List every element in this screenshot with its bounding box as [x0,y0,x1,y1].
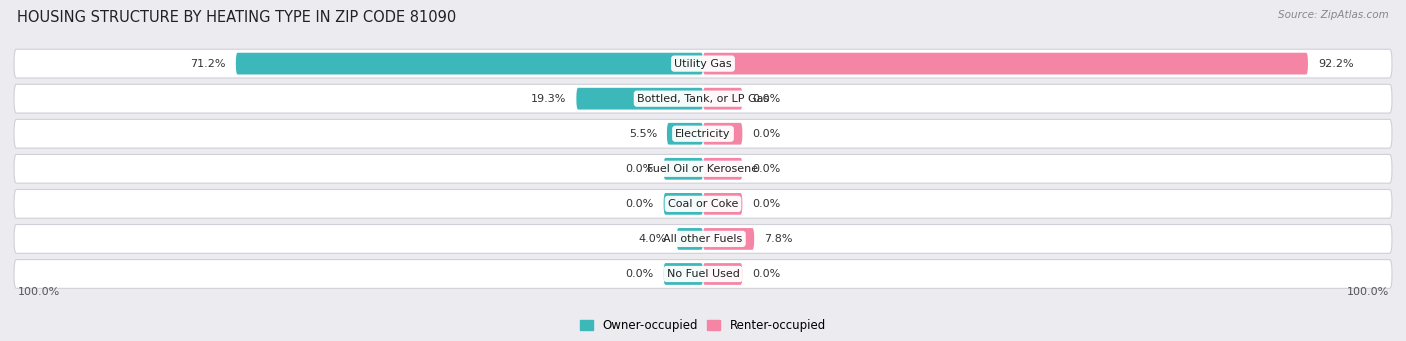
Text: 0.0%: 0.0% [626,199,654,209]
Text: Fuel Oil or Kerosene: Fuel Oil or Kerosene [647,164,759,174]
Text: No Fuel Used: No Fuel Used [666,269,740,279]
Text: 0.0%: 0.0% [752,164,780,174]
FancyBboxPatch shape [664,263,703,285]
Text: Utility Gas: Utility Gas [675,59,731,69]
Text: 100.0%: 100.0% [17,287,59,297]
Legend: Owner-occupied, Renter-occupied: Owner-occupied, Renter-occupied [579,319,827,332]
Text: 19.3%: 19.3% [531,94,567,104]
FancyBboxPatch shape [14,190,1392,218]
FancyBboxPatch shape [703,88,742,109]
FancyBboxPatch shape [14,84,1392,113]
Text: 7.8%: 7.8% [763,234,793,244]
Text: Source: ZipAtlas.com: Source: ZipAtlas.com [1278,10,1389,20]
FancyBboxPatch shape [703,53,1308,74]
FancyBboxPatch shape [666,123,703,145]
FancyBboxPatch shape [14,224,1392,253]
Text: 0.0%: 0.0% [626,269,654,279]
FancyBboxPatch shape [236,53,703,74]
Text: All other Fuels: All other Fuels [664,234,742,244]
Text: 0.0%: 0.0% [752,94,780,104]
FancyBboxPatch shape [703,123,742,145]
Text: 0.0%: 0.0% [752,199,780,209]
Text: HOUSING STRUCTURE BY HEATING TYPE IN ZIP CODE 81090: HOUSING STRUCTURE BY HEATING TYPE IN ZIP… [17,10,456,25]
FancyBboxPatch shape [703,193,742,215]
Text: 4.0%: 4.0% [638,234,666,244]
Text: 0.0%: 0.0% [752,129,780,139]
FancyBboxPatch shape [703,263,742,285]
Text: Bottled, Tank, or LP Gas: Bottled, Tank, or LP Gas [637,94,769,104]
FancyBboxPatch shape [14,154,1392,183]
Text: 0.0%: 0.0% [752,269,780,279]
FancyBboxPatch shape [703,158,742,180]
FancyBboxPatch shape [664,193,703,215]
Text: 71.2%: 71.2% [190,59,226,69]
FancyBboxPatch shape [676,228,703,250]
Text: 5.5%: 5.5% [628,129,657,139]
FancyBboxPatch shape [14,119,1392,148]
FancyBboxPatch shape [664,158,703,180]
Text: Coal or Coke: Coal or Coke [668,199,738,209]
Text: 0.0%: 0.0% [626,164,654,174]
FancyBboxPatch shape [576,88,703,109]
Text: 92.2%: 92.2% [1317,59,1354,69]
FancyBboxPatch shape [14,49,1392,78]
Text: 100.0%: 100.0% [1347,287,1389,297]
Text: Electricity: Electricity [675,129,731,139]
FancyBboxPatch shape [14,260,1392,288]
FancyBboxPatch shape [703,228,754,250]
